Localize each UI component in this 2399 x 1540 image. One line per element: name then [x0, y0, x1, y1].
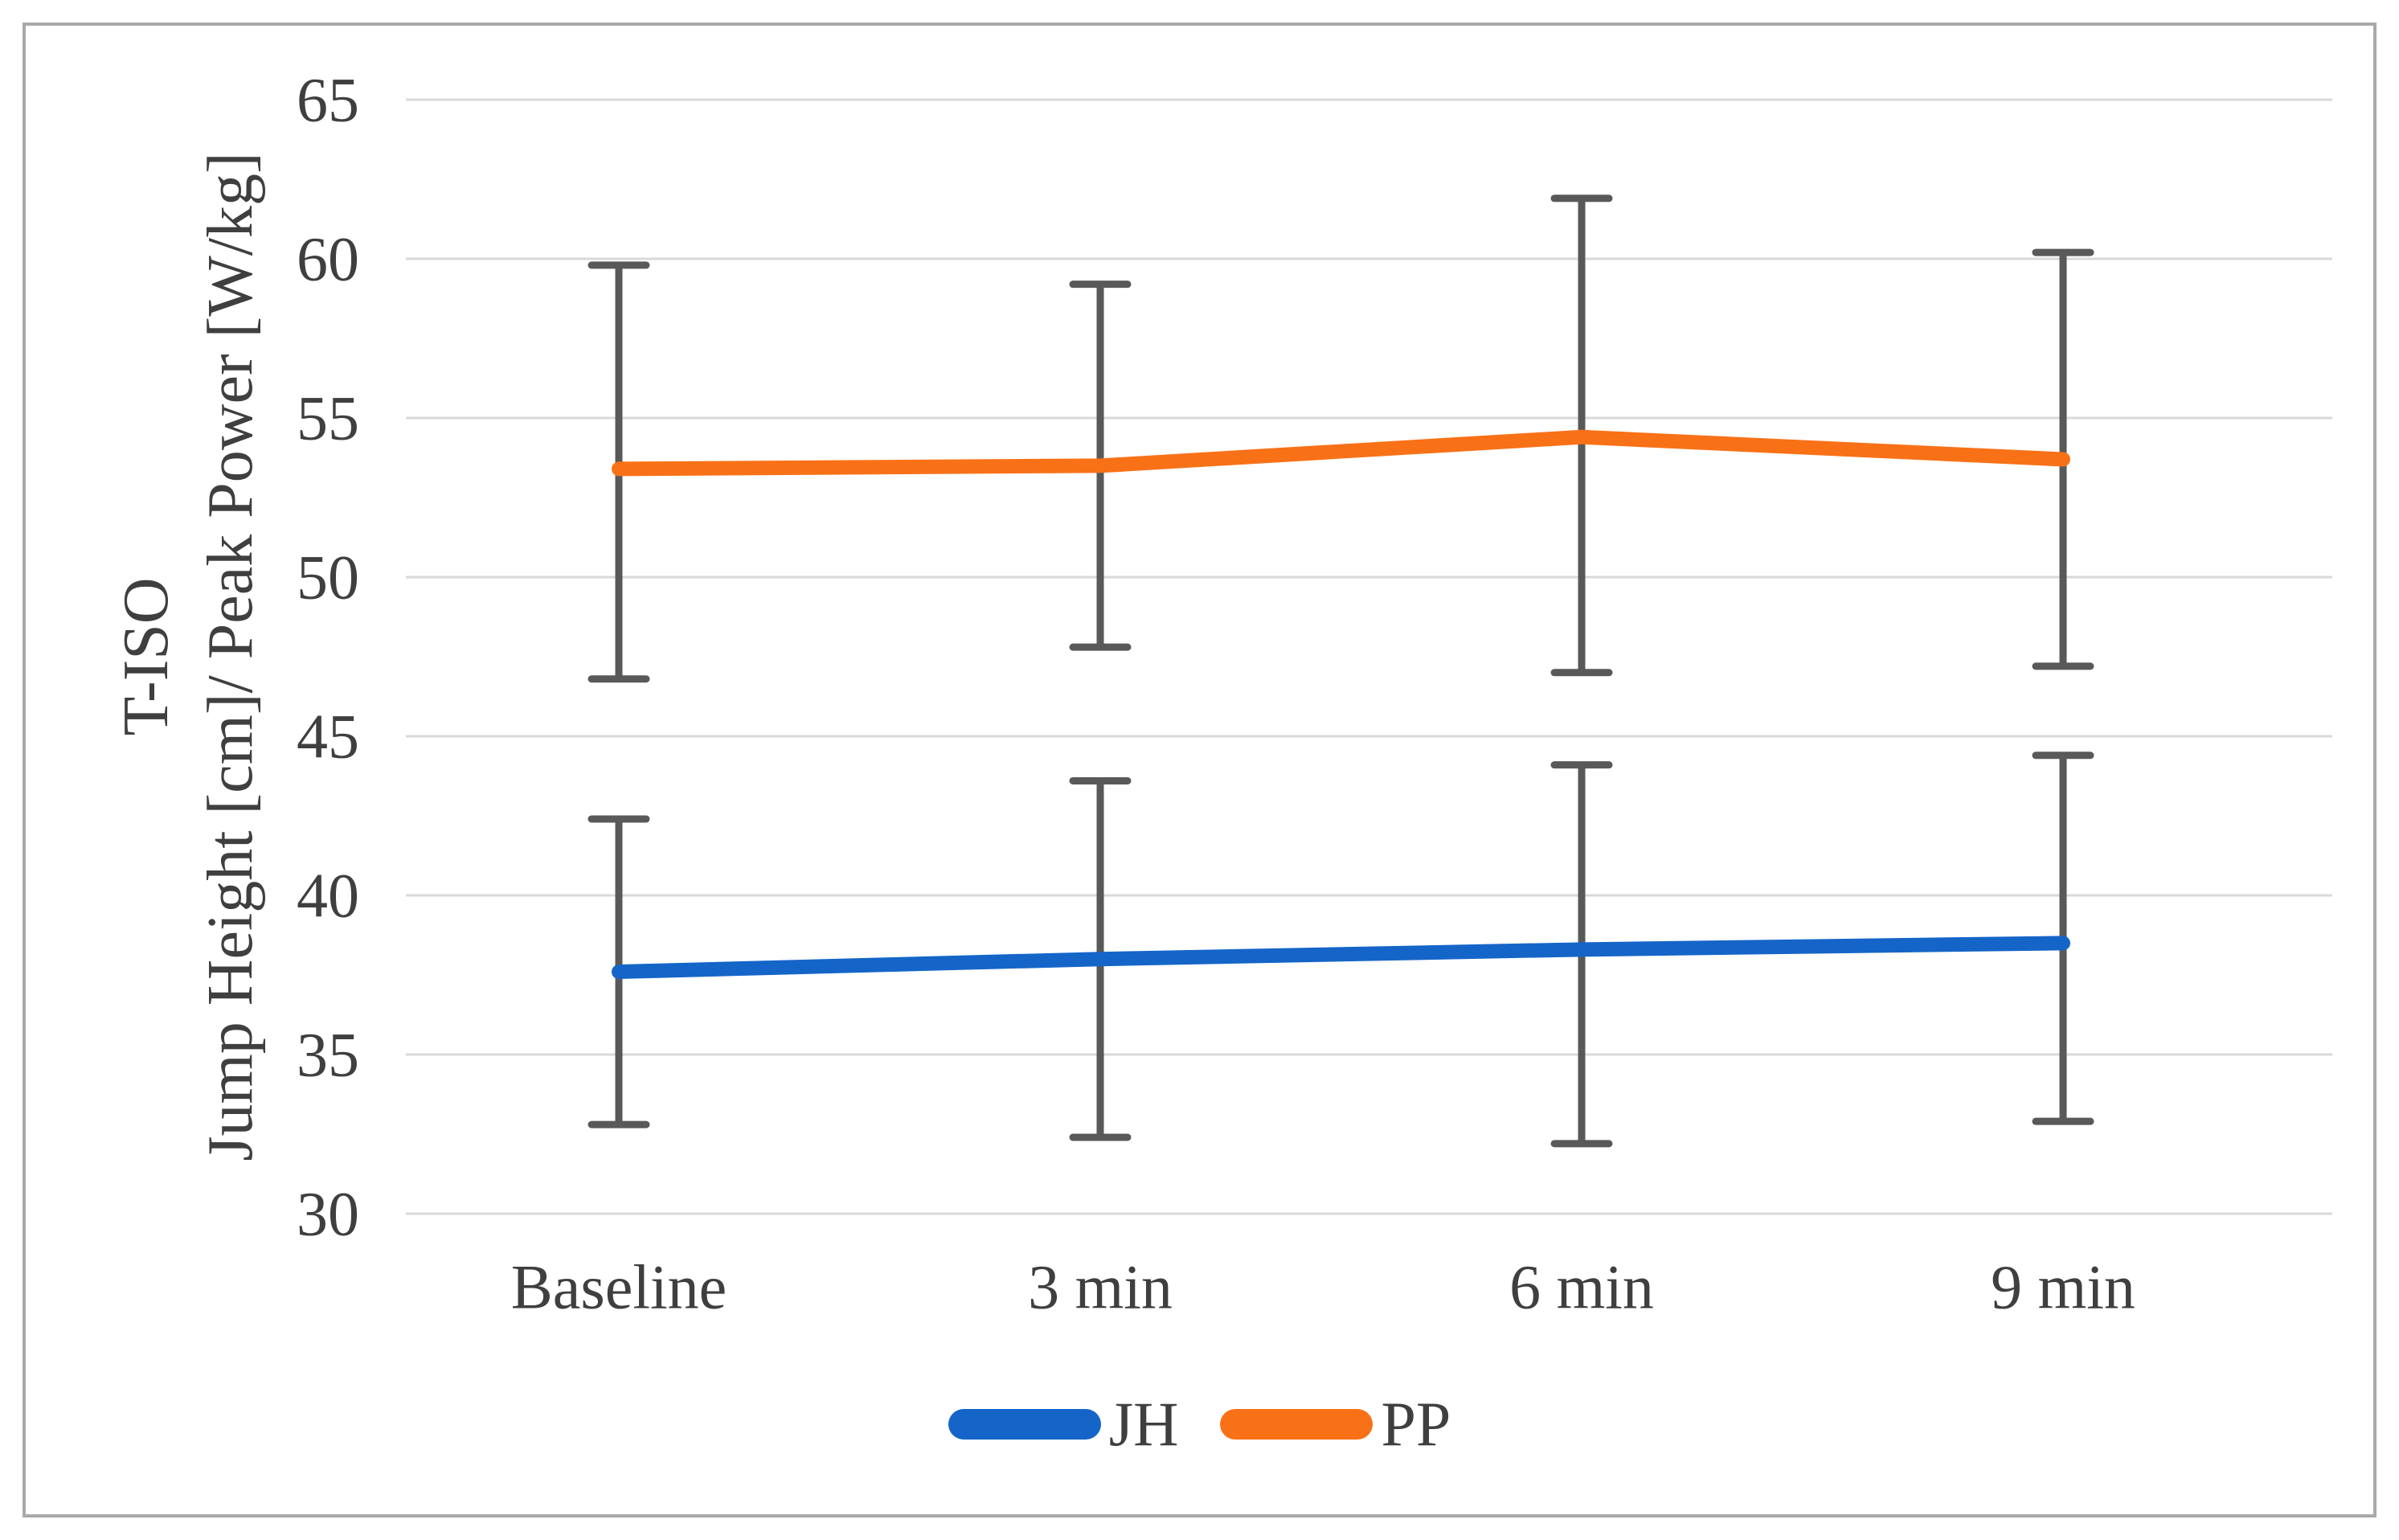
pp-line-swatch: [1220, 1409, 1373, 1440]
y-tick-label: 35: [297, 1020, 359, 1090]
y-tick-label: 65: [297, 65, 359, 135]
y-tick-label: 45: [297, 702, 359, 772]
y-tick-label: 50: [297, 543, 359, 612]
legend-item-pp: PP: [1220, 1393, 1451, 1456]
legend-label-pp: PP: [1381, 1389, 1451, 1459]
y-tick-label: 30: [297, 1179, 359, 1249]
y-axis-title-line2: Jump Height [cm]/ Peak Power [W/kg]: [195, 152, 266, 1161]
legend-label-jh: JH: [1108, 1389, 1179, 1459]
x-category-label: 6 min: [1509, 1252, 1654, 1322]
legend-item-jh: JH: [948, 1389, 1179, 1459]
series-line-pp: [612, 429, 2070, 477]
y-axis-title-line1: T-ISO: [111, 577, 182, 735]
series-line-jh: [612, 936, 2070, 980]
y-tick-label: 40: [297, 861, 359, 931]
figure-frame: [23, 23, 2376, 1517]
jh-line-swatch: [948, 1409, 1101, 1440]
y-tick-label: 60: [297, 224, 359, 294]
y-tick-label: 55: [297, 383, 359, 453]
chart-legend: JH PP: [0, 1384, 2399, 1464]
x-category-label: 9 min: [1991, 1252, 2135, 1322]
x-category-label: Baseline: [511, 1252, 727, 1322]
x-category-label: 3 min: [1028, 1252, 1173, 1322]
